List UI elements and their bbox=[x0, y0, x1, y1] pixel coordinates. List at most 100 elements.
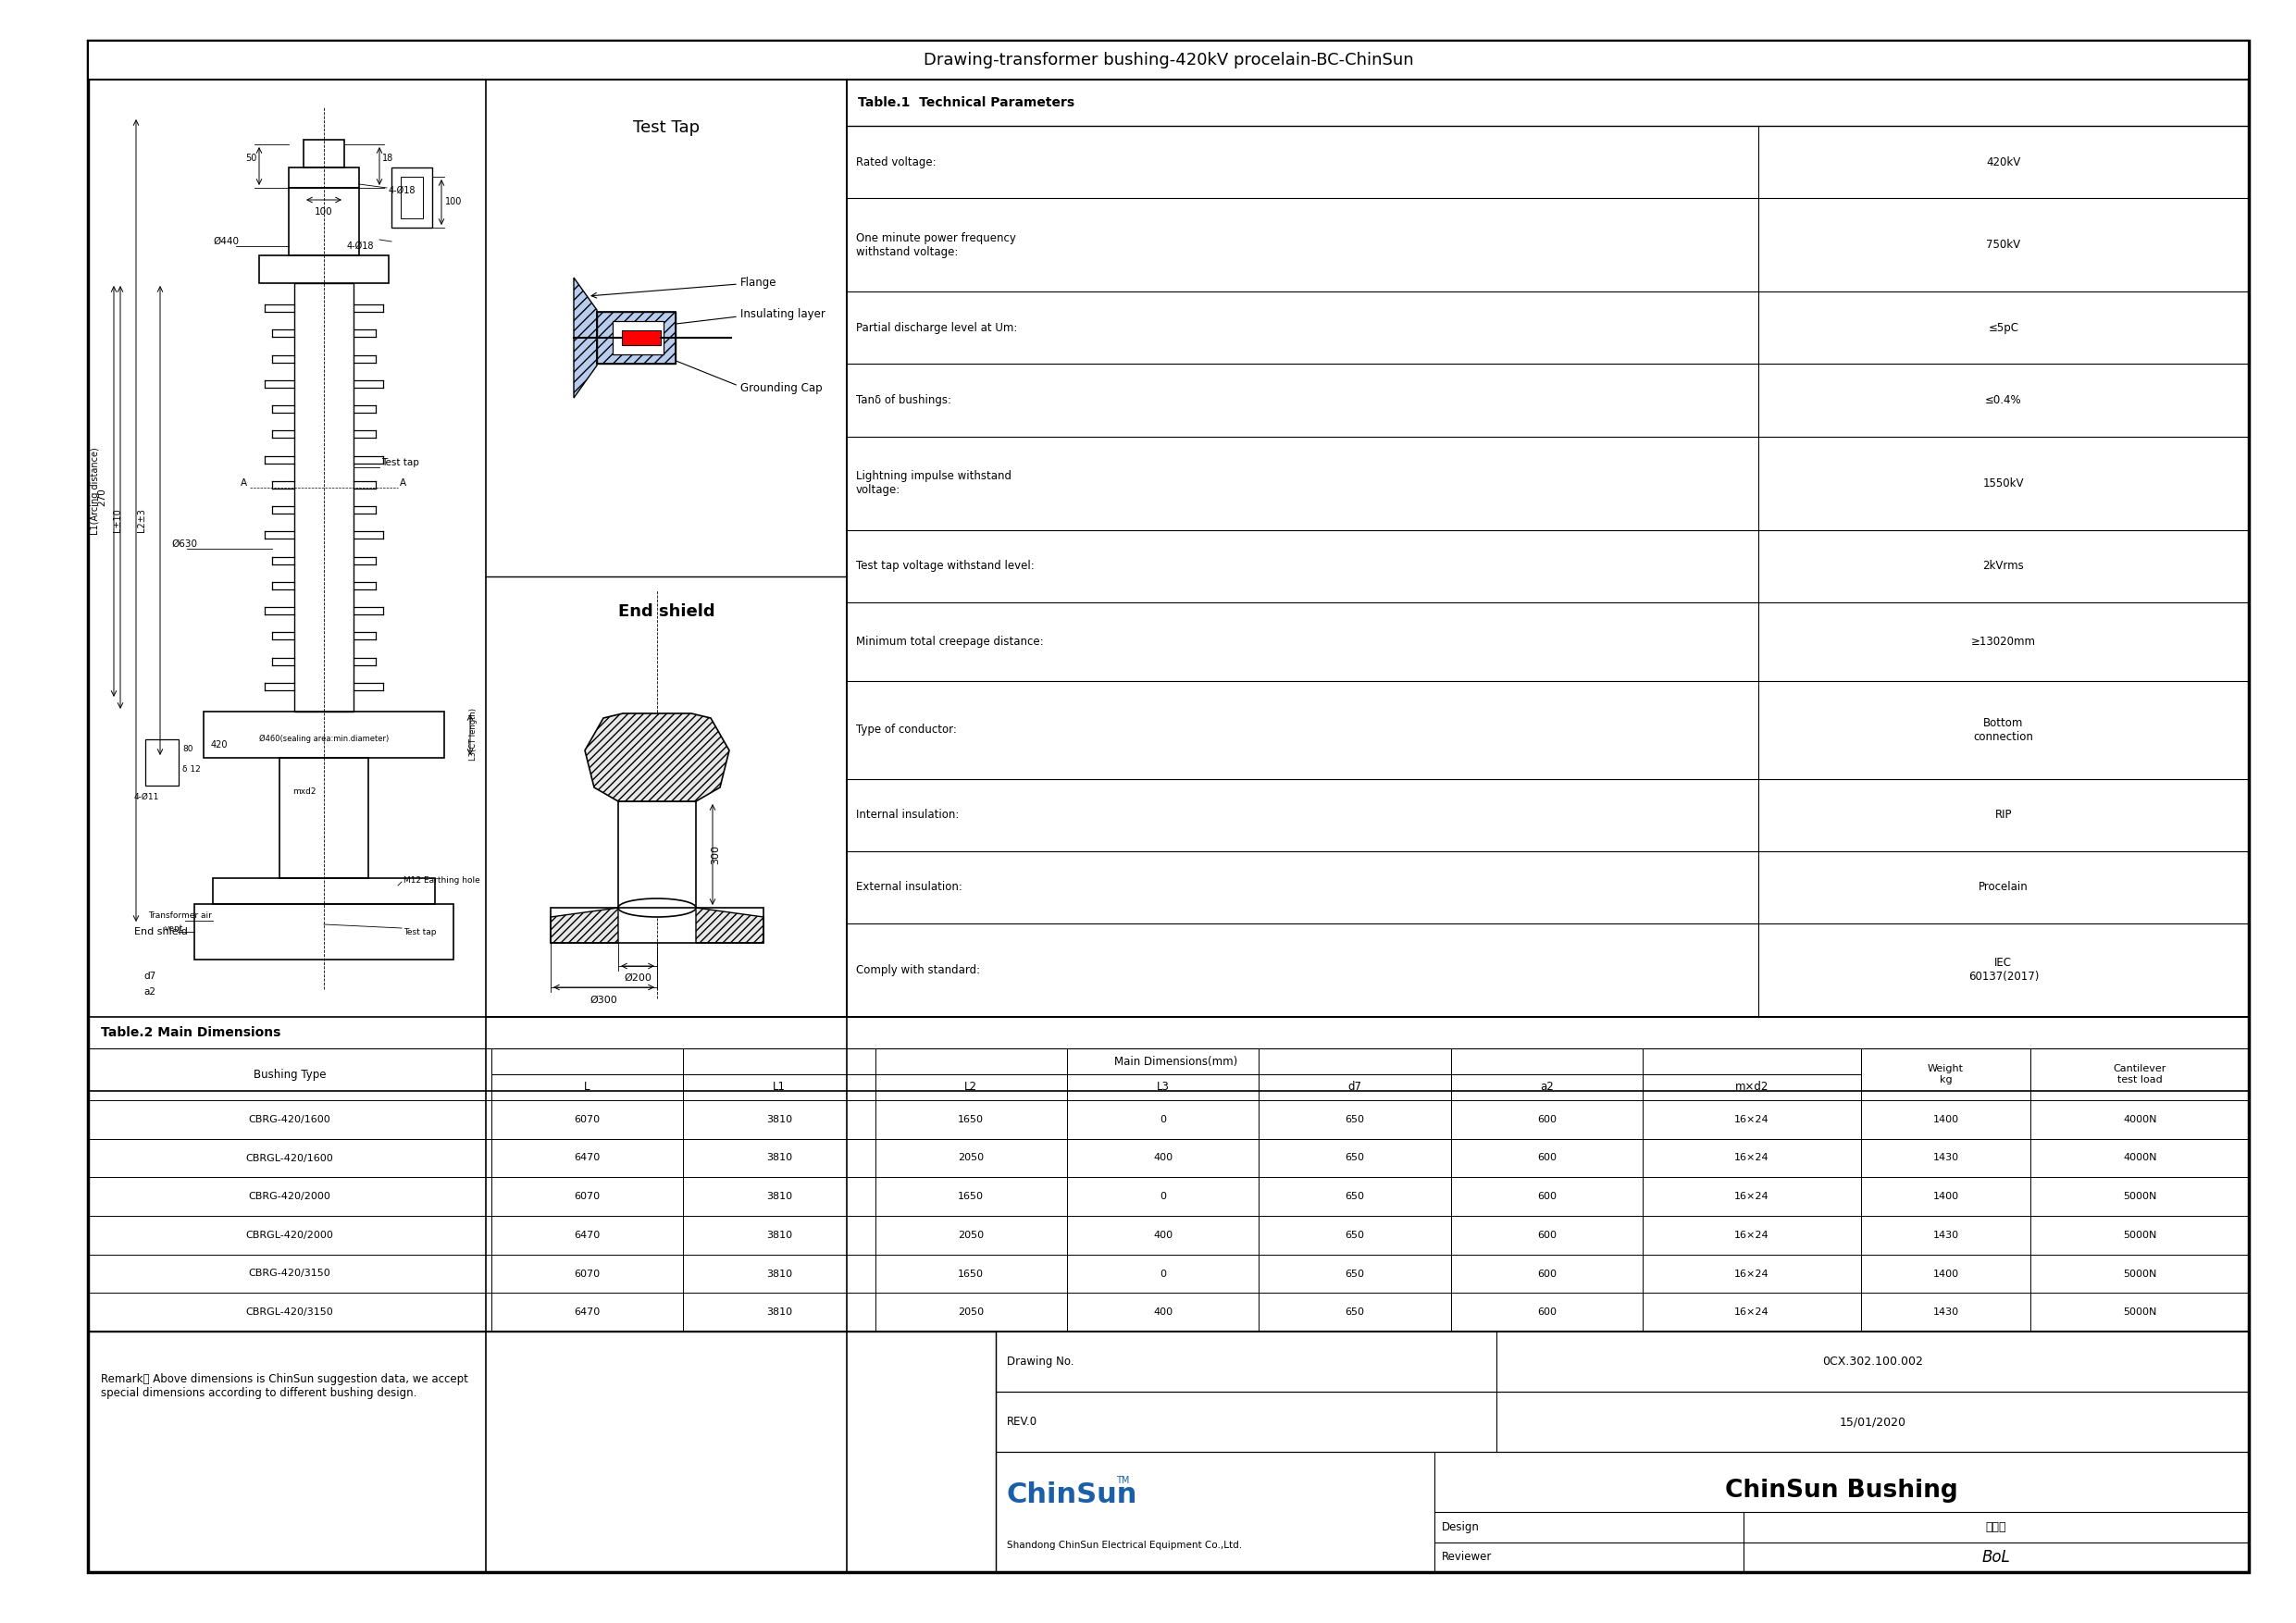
Text: 50: 50 bbox=[246, 154, 257, 162]
Bar bbox=[875, 1074, 1068, 1100]
Text: 600: 600 bbox=[1536, 1115, 1557, 1125]
Text: 1400: 1400 bbox=[1933, 1269, 1958, 1279]
Text: 3810: 3810 bbox=[767, 1269, 792, 1279]
Text: Cantilever
test load: Cantilever test load bbox=[2112, 1065, 2167, 1084]
Text: Minimum total creepage distance:: Minimum total creepage distance: bbox=[856, 636, 1045, 648]
Bar bbox=[597, 312, 675, 364]
Text: Table.1  Technical Parameters: Table.1 Technical Parameters bbox=[859, 96, 1075, 109]
Text: ≥13020mm: ≥13020mm bbox=[1970, 636, 2037, 648]
Text: ChinSun: ChinSun bbox=[1006, 1482, 1137, 1508]
Bar bbox=[847, 80, 2248, 1018]
Text: ChinSun Bushing: ChinSun Bushing bbox=[1724, 1479, 1958, 1503]
Text: 5000N: 5000N bbox=[2124, 1308, 2156, 1316]
Text: 1430: 1430 bbox=[1933, 1308, 1958, 1316]
Text: 16×24: 16×24 bbox=[1733, 1230, 1768, 1240]
Text: 1400: 1400 bbox=[1933, 1191, 1958, 1201]
Text: 600: 600 bbox=[1536, 1154, 1557, 1162]
Bar bbox=[214, 878, 434, 904]
Text: A: A bbox=[241, 479, 248, 489]
Text: A: A bbox=[400, 479, 406, 489]
Text: Ø200: Ø200 bbox=[625, 974, 652, 982]
Text: a2: a2 bbox=[142, 987, 156, 997]
Text: vent: vent bbox=[165, 923, 184, 932]
Text: CBRGL-420/3150: CBRGL-420/3150 bbox=[246, 1308, 333, 1316]
Bar bbox=[1068, 1074, 1258, 1100]
Text: Drawing-transformer bushing-420kV procelain-BC-ChinSun: Drawing-transformer bushing-420kV procel… bbox=[923, 52, 1414, 68]
Text: 3810: 3810 bbox=[767, 1191, 792, 1201]
Text: Lightning impulse withstand
voltage:: Lightning impulse withstand voltage: bbox=[856, 471, 1013, 497]
Text: 1550kV: 1550kV bbox=[1984, 477, 2025, 489]
Bar bbox=[402, 177, 422, 219]
Text: 100: 100 bbox=[315, 208, 333, 216]
Text: 2050: 2050 bbox=[957, 1308, 985, 1316]
Text: 1650: 1650 bbox=[957, 1191, 985, 1201]
Text: Test tap voltage withstand level:: Test tap voltage withstand level: bbox=[856, 560, 1035, 573]
Text: TM: TM bbox=[1116, 1475, 1130, 1485]
Text: 16×24: 16×24 bbox=[1733, 1269, 1768, 1279]
Bar bbox=[491, 1048, 1860, 1074]
Text: L1(Arcing distance): L1(Arcing distance) bbox=[92, 448, 101, 536]
Text: 0CX.302.100.002: 0CX.302.100.002 bbox=[1823, 1355, 1924, 1368]
Text: 孔宪波: 孔宪波 bbox=[1986, 1521, 2007, 1534]
Text: 750kV: 750kV bbox=[1986, 239, 2020, 252]
Text: a2: a2 bbox=[1541, 1081, 1554, 1094]
Text: CBRGL-420/2000: CBRGL-420/2000 bbox=[246, 1230, 333, 1240]
Text: 18: 18 bbox=[381, 154, 393, 162]
Text: 0: 0 bbox=[1159, 1191, 1166, 1201]
Bar bbox=[2030, 1048, 2248, 1100]
Text: Rated voltage:: Rated voltage: bbox=[856, 156, 937, 169]
Bar bbox=[996, 1391, 2248, 1453]
Bar bbox=[204, 711, 443, 758]
Text: M12 Earthing hole: M12 Earthing hole bbox=[404, 876, 480, 885]
Text: Type of conductor:: Type of conductor: bbox=[856, 724, 957, 735]
Text: 650: 650 bbox=[1345, 1154, 1364, 1162]
Text: 100: 100 bbox=[445, 196, 461, 206]
Text: 3810: 3810 bbox=[767, 1308, 792, 1316]
Bar bbox=[1860, 1048, 2030, 1100]
Text: Main Dimensions(mm): Main Dimensions(mm) bbox=[1114, 1055, 1238, 1068]
Bar bbox=[618, 802, 696, 907]
Text: 650: 650 bbox=[1345, 1115, 1364, 1125]
Text: Bottom
connection: Bottom connection bbox=[1975, 717, 2034, 743]
Bar bbox=[195, 904, 455, 959]
Text: 300: 300 bbox=[712, 846, 721, 863]
Text: 6070: 6070 bbox=[574, 1269, 599, 1279]
Bar bbox=[87, 41, 2248, 80]
Text: REV.0: REV.0 bbox=[1006, 1415, 1038, 1428]
Text: Tanδ of bushings:: Tanδ of bushings: bbox=[856, 394, 951, 406]
Text: Flange: Flange bbox=[739, 276, 776, 289]
Text: L1: L1 bbox=[774, 1081, 785, 1094]
Text: Bushing Type: Bushing Type bbox=[253, 1068, 326, 1081]
Text: RIP: RIP bbox=[1995, 808, 2011, 821]
Text: ≤0.4%: ≤0.4% bbox=[1986, 394, 2023, 406]
Text: 3810: 3810 bbox=[767, 1115, 792, 1125]
Bar bbox=[1451, 1074, 1642, 1100]
Text: 4-Ø18: 4-Ø18 bbox=[347, 242, 374, 252]
Text: End shield: End shield bbox=[133, 927, 188, 936]
Text: 4000N: 4000N bbox=[2124, 1154, 2156, 1162]
Text: 16×24: 16×24 bbox=[1733, 1115, 1768, 1125]
Text: 4000N: 4000N bbox=[2124, 1115, 2156, 1125]
Text: External insulation:: External insulation: bbox=[856, 881, 962, 893]
Polygon shape bbox=[696, 907, 765, 943]
Text: 600: 600 bbox=[1536, 1230, 1557, 1240]
Text: 6470: 6470 bbox=[574, 1230, 599, 1240]
Text: Remark： Above dimensions is ChinSun suggestion data, we accept
special dimension: Remark： Above dimensions is ChinSun sugg… bbox=[101, 1373, 468, 1399]
Text: 1400: 1400 bbox=[1933, 1115, 1958, 1125]
Text: 400: 400 bbox=[1153, 1230, 1173, 1240]
Bar bbox=[613, 321, 664, 354]
Bar bbox=[684, 1074, 875, 1100]
Bar bbox=[87, 1048, 491, 1100]
Text: Grounding Cap: Grounding Cap bbox=[739, 383, 822, 394]
Text: Internal insulation:: Internal insulation: bbox=[856, 808, 960, 821]
Text: Insulating layer: Insulating layer bbox=[739, 308, 824, 321]
Text: BoL: BoL bbox=[1981, 1548, 2011, 1566]
Text: ≤5pC: ≤5pC bbox=[1988, 321, 2018, 334]
Text: 2050: 2050 bbox=[957, 1230, 985, 1240]
Bar bbox=[390, 167, 432, 227]
Text: IEC
60137(2017): IEC 60137(2017) bbox=[1968, 958, 2039, 984]
Text: 6470: 6470 bbox=[574, 1308, 599, 1316]
Text: 3810: 3810 bbox=[767, 1154, 792, 1162]
Text: 16×24: 16×24 bbox=[1733, 1191, 1768, 1201]
Text: 420kV: 420kV bbox=[1986, 156, 2020, 169]
